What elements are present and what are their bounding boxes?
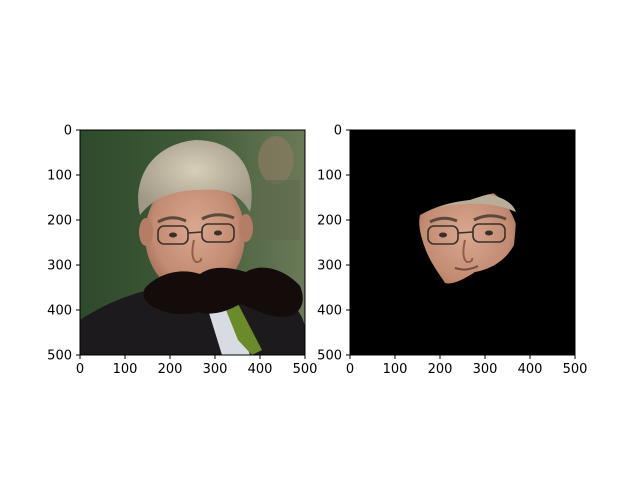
x-tick-label: 100 xyxy=(113,362,138,377)
right-axes-frame xyxy=(349,129,576,356)
tie xyxy=(222,300,262,355)
glasses xyxy=(157,223,235,245)
y-tick-label: 400 xyxy=(47,304,72,319)
x-tick-label: 300 xyxy=(203,362,228,377)
y-tick-label: 300 xyxy=(317,259,342,274)
x-tick-label: 400 xyxy=(248,362,273,377)
left-axes-frame xyxy=(79,129,306,356)
axis-ticks: 0 100 200 300 400 500 0 100 200 300 400 500 0 100 200 3… xyxy=(47,124,587,378)
x-tick-label: 200 xyxy=(158,362,183,377)
x-tick-label: 500 xyxy=(293,362,318,377)
y-tick-label: 0 xyxy=(64,124,72,139)
x-tick-label: 500 xyxy=(563,362,588,377)
hair xyxy=(138,140,252,215)
y-tick-label: 200 xyxy=(47,214,72,229)
right-image-panel xyxy=(350,130,575,355)
x-tick-label: 200 xyxy=(428,362,453,377)
x-tick-label: 0 xyxy=(76,362,84,377)
y-tick-label: 500 xyxy=(317,349,342,364)
background-person xyxy=(258,136,294,184)
y-tick-label: 100 xyxy=(47,169,72,184)
occluder-blob xyxy=(143,267,303,317)
y-tick-label: 0 xyxy=(334,124,342,139)
y-tick-label: 200 xyxy=(317,214,342,229)
y-tick-label: 400 xyxy=(317,304,342,319)
left-image-panel xyxy=(80,130,305,355)
x-tick-label: 300 xyxy=(473,362,498,377)
y-tick-label: 300 xyxy=(47,259,72,274)
x-tick-label: 400 xyxy=(518,362,543,377)
x-tick-label: 0 xyxy=(346,362,354,377)
face xyxy=(145,175,245,295)
y-tick-label: 100 xyxy=(317,169,342,184)
x-tick-label: 100 xyxy=(383,362,408,377)
shirt xyxy=(205,300,250,355)
y-tick-label: 500 xyxy=(47,349,72,364)
